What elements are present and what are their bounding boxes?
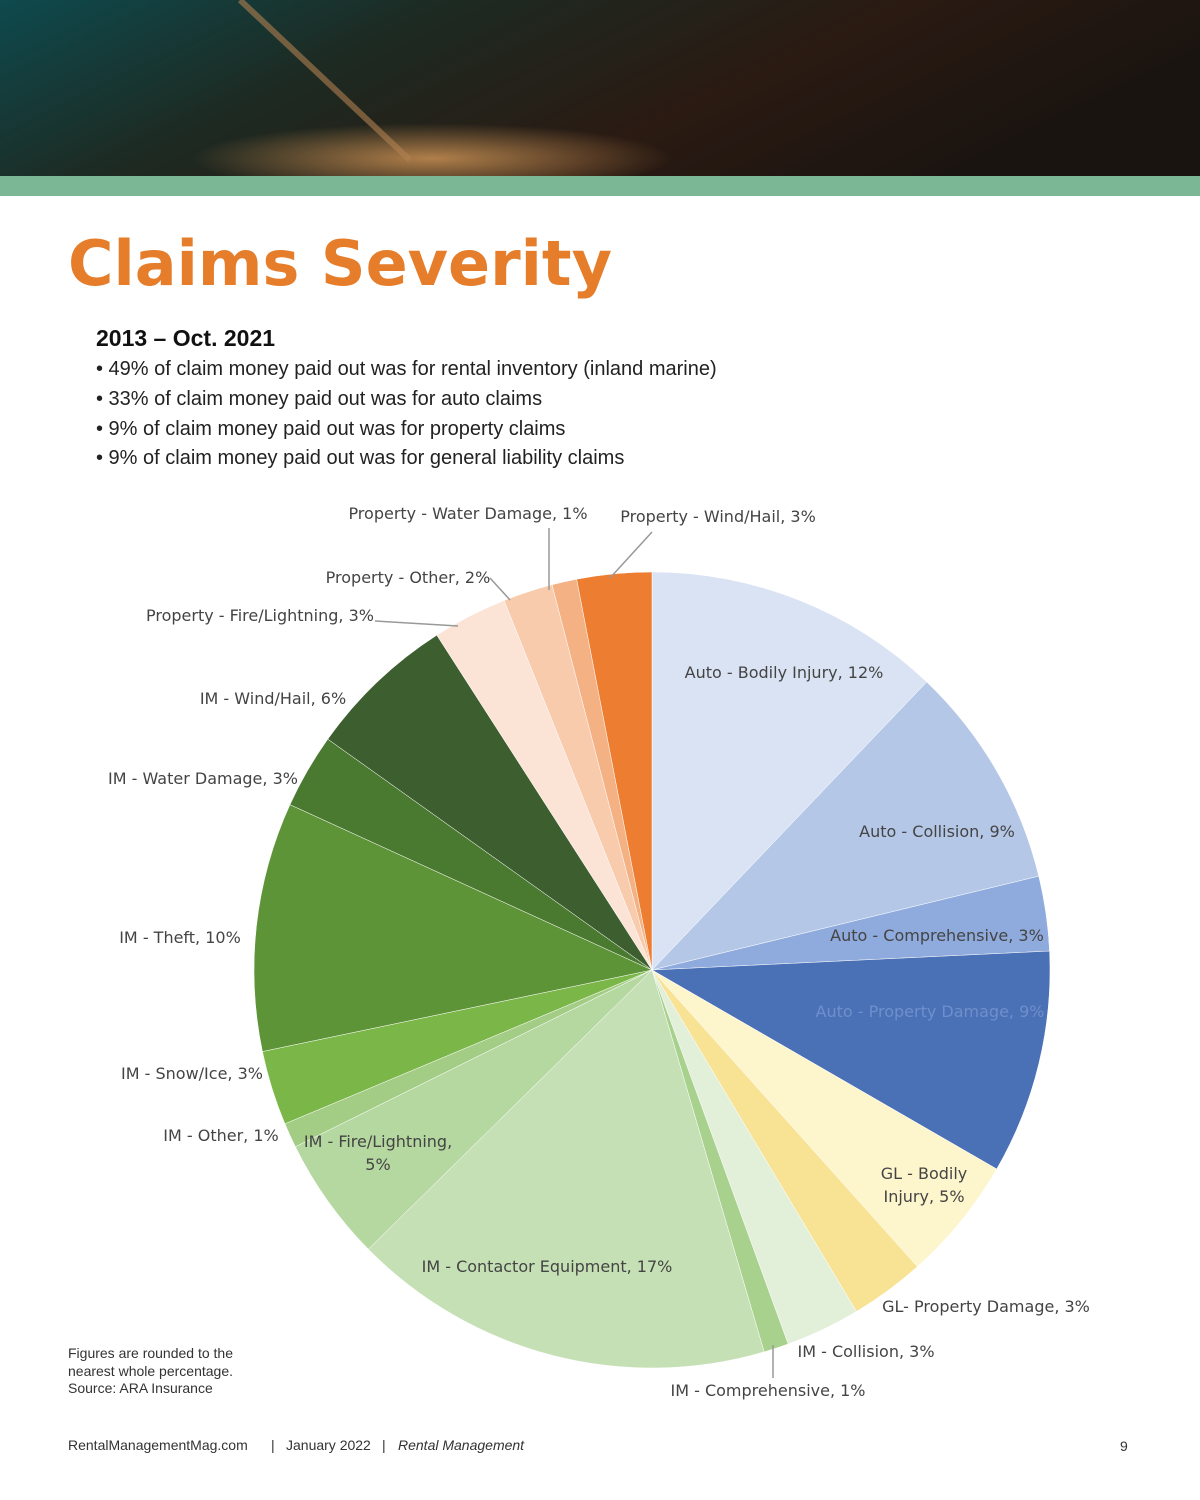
- slice-label: GL - Bodily Injury, 5%: [881, 1164, 968, 1206]
- slice-label-line: IM - Water Damage, 3%: [108, 769, 298, 788]
- pie-slice: [327, 634, 653, 971]
- note: nearest whole percentage.: [68, 1363, 233, 1379]
- slice-label: Property - Fire/Lightning, 3%: [146, 606, 374, 625]
- slice-label-line: Property - Wind/Hail, 3%: [620, 507, 816, 526]
- slice-label-line: GL- Property Damage, 3%: [882, 1297, 1090, 1316]
- slice-label: Property - Water Damage, 1%: [348, 504, 587, 523]
- slice-label-line: Property - Fire/Lightning, 3%: [146, 606, 374, 625]
- pie-slice: [651, 681, 1040, 971]
- header-streak: [237, 0, 413, 163]
- slice-label-line: Auto - Bodily Injury, 12%: [685, 663, 884, 682]
- leader-line: [489, 577, 511, 601]
- slice-label: IM - Comprehensive, 1%: [670, 1381, 865, 1400]
- leader-line: [609, 531, 653, 579]
- pie-chart: Auto - Bodily Injury, 12% Auto - Collisio…: [108, 504, 1090, 1400]
- footer-separator: |: [271, 1437, 275, 1453]
- slice-label: IM - Collision, 3%: [797, 1342, 934, 1361]
- note: Figures are rounded to the: [68, 1345, 233, 1361]
- subtitle: 2013 – Oct. 2021: [96, 325, 275, 351]
- header-band: [0, 176, 1200, 196]
- pie-slice: [651, 571, 928, 971]
- slice-label-line: Auto - Comprehensive, 3%: [830, 926, 1044, 945]
- slice-label-line: GL - Bodily: [881, 1164, 968, 1183]
- slice-label: Property - Other, 2%: [326, 568, 491, 587]
- slice-label-line: Injury, 5%: [883, 1187, 964, 1206]
- slice-label: GL- Property Damage, 3%: [882, 1297, 1090, 1316]
- slice-label-line: Property - Other, 2%: [326, 568, 491, 587]
- leader-line: [374, 620, 459, 627]
- slice-label: IM - Wind/Hail, 6%: [200, 689, 346, 708]
- slice-label-line: IM - Theft, 10%: [119, 928, 241, 947]
- slice-label-line: IM - Other, 1%: [163, 1126, 278, 1145]
- bullet: • 49% of claim money paid out was for re…: [96, 358, 717, 380]
- footer-separator: |: [382, 1437, 386, 1453]
- slice-label: Auto - Comprehensive, 3%: [830, 926, 1044, 945]
- slice-label-line: 5%: [365, 1155, 390, 1174]
- slice-label: Auto - Collision, 9%: [859, 822, 1015, 841]
- bullet: • 9% of claim money paid out was for gen…: [96, 447, 624, 469]
- footer-publication: Rental Management: [398, 1437, 525, 1453]
- slice-label-line: IM - Collision, 3%: [797, 1342, 934, 1361]
- slice-label-line: Auto - Collision, 9%: [859, 822, 1015, 841]
- slice-label: Auto - Bodily Injury, 12%: [685, 663, 884, 682]
- slice-label-line: IM - Fire/Lightning,: [304, 1132, 452, 1151]
- pie-slice: [367, 969, 765, 1369]
- page-number: 9: [1120, 1438, 1128, 1454]
- slice-label-line: IM - Snow/Ice, 3%: [121, 1064, 263, 1083]
- slice-label-line: IM - Wind/Hail, 6%: [200, 689, 346, 708]
- slice-label: IM - Water Damage, 3%: [108, 769, 298, 788]
- slice-label: Property - Wind/Hail, 3%: [620, 507, 816, 526]
- pie-slice: [253, 804, 653, 1052]
- slice-label-line: IM - Comprehensive, 1%: [670, 1381, 865, 1400]
- slice-label-line: IM - Contactor Equipment, 17%: [422, 1257, 673, 1276]
- slice-label: IM - Theft, 10%: [119, 928, 241, 947]
- pie-slice: [651, 950, 1051, 1170]
- slice-label-line: Property - Water Damage, 1%: [348, 504, 587, 523]
- slice-label: IM - Other, 1%: [163, 1126, 278, 1145]
- slice-label: IM - Snow/Ice, 3%: [121, 1064, 263, 1083]
- slice-label: Auto - Property Damage, 9%: [816, 1002, 1045, 1021]
- slice-label-line: Auto - Property Damage, 9%: [816, 1002, 1045, 1021]
- slice-label: IM - Fire/Lightning, 5%: [304, 1132, 452, 1174]
- page-title: Claims Severity: [68, 227, 612, 300]
- footer-site: RentalManagementMag.com: [68, 1437, 248, 1453]
- header-glow: [0, 0, 1200, 176]
- slice-label: IM - Contactor Equipment, 17%: [422, 1257, 673, 1276]
- note: Source: ARA Insurance: [68, 1380, 213, 1396]
- bullet: • 33% of claim money paid out was for au…: [96, 388, 542, 410]
- footer-date: January 2022: [286, 1437, 371, 1453]
- bullet: • 9% of claim money paid out was for pro…: [96, 418, 565, 440]
